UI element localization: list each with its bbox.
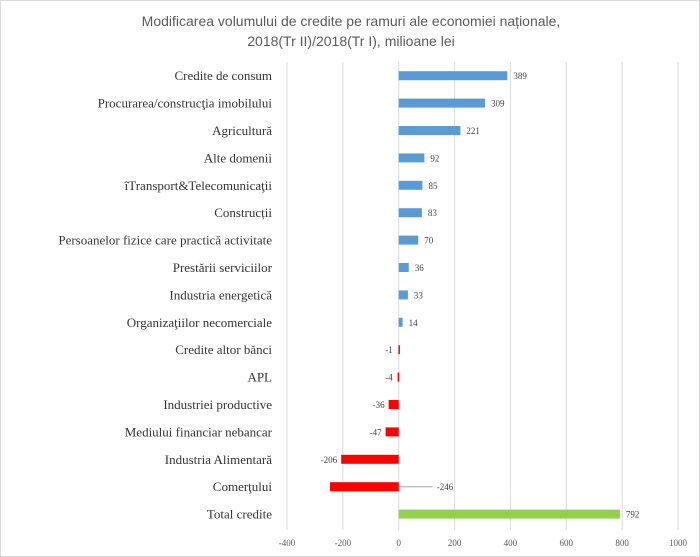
bar <box>398 290 408 300</box>
chart-title-line-2: 2018(Tr II)/2018(Tr I), milioane lei <box>247 33 455 49</box>
value-label: 83 <box>428 208 438 218</box>
bar <box>398 180 423 190</box>
category-label: Credite de consum <box>175 68 272 83</box>
category-label: APL <box>247 370 272 385</box>
value-label: 92 <box>430 153 439 163</box>
x-tick-label: 800 <box>615 538 629 548</box>
value-label: 389 <box>513 71 527 81</box>
chart-title-line-1: Modificarea volumului de credite pe ramu… <box>141 13 561 29</box>
category-label: Prestării serviciilor <box>173 260 273 275</box>
x-tick-label: 200 <box>448 538 462 548</box>
bar <box>398 345 400 355</box>
category-label: Agricultură <box>212 123 272 138</box>
bar <box>341 454 399 464</box>
category-label: Comerţului <box>213 479 273 494</box>
value-label: -1 <box>385 345 393 355</box>
x-tick-label: -200 <box>335 538 352 548</box>
bar <box>398 153 425 163</box>
category-label: Organizaţiilor necomerciale <box>127 315 272 330</box>
bar <box>398 126 461 135</box>
category-label: îTransport&Telecomunicaţii <box>124 178 273 193</box>
value-label: 309 <box>491 99 505 109</box>
value-label: 221 <box>466 126 480 136</box>
x-tick-label: 1000 <box>669 538 688 548</box>
x-tick-label: 600 <box>560 538 574 548</box>
category-label: Persoanelor fizice care practică activit… <box>58 233 272 248</box>
bar <box>397 372 400 382</box>
category-label: Industria Alimentară <box>165 452 272 467</box>
bar <box>398 208 422 218</box>
bar <box>330 482 399 492</box>
value-label: 70 <box>424 236 434 246</box>
chart-title: Modificarea volumului de credite pe ramu… <box>1 11 700 51</box>
bar <box>398 317 403 327</box>
value-label: -36 <box>373 400 385 410</box>
category-label: Alte domenii <box>204 150 273 165</box>
bar <box>398 71 508 81</box>
value-label: 85 <box>428 181 438 191</box>
bar <box>385 427 399 437</box>
x-tick-label: 400 <box>504 538 518 548</box>
category-label: Total credite <box>207 507 272 522</box>
bar <box>398 263 409 272</box>
x-tick-label: -400 <box>279 538 296 548</box>
value-label: 14 <box>409 318 419 328</box>
category-label: Procurarea/construcţia imobilului <box>98 96 273 111</box>
bar <box>398 509 620 519</box>
bar <box>388 400 399 409</box>
category-label: Industriei productive <box>163 397 272 412</box>
category-label: Credite altor bănci <box>175 342 272 357</box>
value-label: 36 <box>415 263 425 273</box>
value-label: 792 <box>626 510 640 520</box>
bar <box>398 235 419 245</box>
value-label: -206 <box>321 455 338 465</box>
value-label: -47 <box>370 427 382 437</box>
bar <box>398 98 486 108</box>
category-label: Industria energetică <box>169 287 272 302</box>
value-label: -246 <box>437 482 454 492</box>
value-label: 33 <box>414 290 424 300</box>
category-label: Construcții <box>214 205 272 220</box>
x-tick-label: 0 <box>396 538 401 548</box>
value-label: -4 <box>385 373 393 383</box>
category-label: Mediului financiar nebancar <box>125 424 273 439</box>
